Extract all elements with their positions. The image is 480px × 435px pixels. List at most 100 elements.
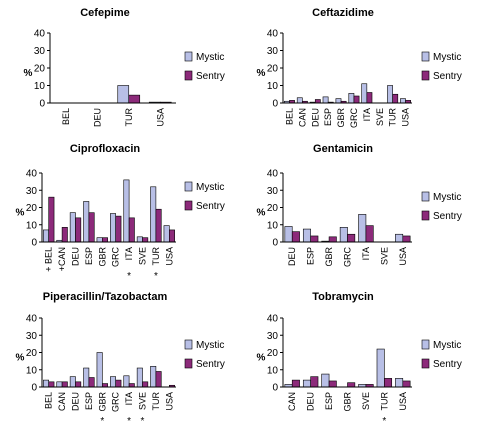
- x-category-label: + BEL: [44, 247, 54, 272]
- chart-panel: Gentamicin 0 10 20 30 40% DEU ESP GBR GRC ITA SVE US…: [257, 143, 462, 267]
- y-tick-label: 0: [272, 99, 278, 110]
- y-tick-label: 30: [34, 46, 46, 57]
- bar-sentry: [115, 379, 122, 388]
- bar-sentry: [366, 92, 373, 104]
- x-category-label: GRC: [111, 247, 121, 268]
- bar-sentry: [328, 236, 337, 243]
- bar-mystic: [163, 225, 170, 243]
- x-category-label: USA: [164, 247, 174, 266]
- bar-mystic: [302, 379, 311, 388]
- bar-mystic: [387, 85, 393, 104]
- bar-sentry: [310, 376, 319, 388]
- x-category-label: BEL: [61, 108, 71, 125]
- chart-panel: Ciprofloxacin 0 10 20 30 40% + BEL +CAN DEU ESP GB…: [16, 143, 225, 282]
- x-category-label: DEU: [287, 247, 297, 266]
- bar-mystic: [376, 348, 385, 388]
- bar-sentry: [61, 381, 68, 388]
- x-category-label: DEU: [71, 247, 81, 266]
- x-category-label: CAN: [57, 392, 67, 411]
- chart-title: Piperacillin/Tazobactam: [43, 291, 168, 303]
- bar-mystic: [335, 98, 342, 104]
- bar-mystic: [117, 85, 130, 104]
- x-category-label: GRC: [343, 247, 353, 268]
- y-axis-unit: %: [257, 208, 266, 219]
- legend-label-sentry: Sentry: [196, 71, 225, 82]
- y-tick-label: 40: [267, 169, 279, 180]
- legend-label-mystic: Mystic: [433, 52, 461, 63]
- x-category-label: SVE: [379, 247, 389, 265]
- legend: Mystic Sentry: [421, 339, 462, 370]
- bar-sentry: [88, 377, 95, 388]
- y-axis-unit: %: [16, 208, 25, 219]
- legend-swatch-mystic: [184, 339, 193, 350]
- y-tick-label: 20: [267, 64, 279, 75]
- x-category-label: ESP: [324, 392, 334, 410]
- legend: Mystic Sentry: [421, 191, 462, 222]
- legend-swatch-mystic: [184, 181, 193, 192]
- legend-swatch-sentry: [421, 358, 430, 369]
- bar-sentry: [155, 371, 162, 388]
- bar-sentry: [169, 229, 175, 243]
- bar-mystic: [358, 214, 367, 243]
- legend-swatch-mystic: [421, 339, 430, 350]
- bar-mystic: [321, 373, 330, 388]
- legend: Mystic Sentry: [184, 51, 225, 82]
- x-category-label: +CAN: [57, 247, 67, 271]
- bar-mystic: [83, 367, 90, 388]
- bar-sentry: [88, 212, 95, 243]
- x-category-label: TUR: [124, 108, 134, 127]
- bar-mystic: [69, 376, 76, 388]
- bar-mystic: [302, 228, 311, 243]
- y-tick-label: 20: [26, 348, 38, 359]
- legend-label-mystic: Mystic: [433, 192, 461, 203]
- y-tick-label: 40: [267, 29, 279, 40]
- bar-mystic: [322, 96, 329, 104]
- legend: Mystic Sentry: [184, 181, 225, 212]
- legend-swatch-sentry: [184, 358, 193, 369]
- y-tick-label: 10: [34, 81, 46, 92]
- bar-sentry: [75, 381, 82, 388]
- x-category-label: GBR: [336, 108, 346, 128]
- y-tick-label: 40: [26, 169, 38, 180]
- x-category-label: SVE: [138, 247, 148, 265]
- bar-mystic: [136, 367, 143, 388]
- bar-mystic: [96, 237, 103, 243]
- y-tick-label: 0: [31, 238, 37, 249]
- x-category-label: USA: [155, 108, 165, 127]
- y-tick-label: 30: [267, 331, 279, 342]
- bar-sentry: [128, 383, 135, 388]
- bar-sentry: [310, 235, 319, 243]
- chart-title: Ceftazidime: [312, 7, 374, 19]
- bar-mystic: [136, 236, 143, 243]
- bar-mystic: [110, 376, 116, 388]
- chart-panel: Piperacillin/Tazobactam 0 10 20 30 40% BEL CAN D…: [16, 291, 225, 427]
- y-axis-unit: %: [16, 353, 25, 364]
- bar-sentry: [155, 208, 162, 243]
- bar-mystic: [123, 375, 130, 388]
- x-category-label: ITA: [124, 392, 134, 405]
- bar-mystic: [348, 93, 355, 104]
- legend-label-sentry: Sentry: [433, 359, 462, 370]
- bar-mystic: [123, 179, 130, 243]
- bar-sentry: [291, 379, 300, 388]
- bar-sentry: [102, 237, 108, 243]
- y-tick-label: 30: [267, 186, 279, 197]
- x-category-label: USA: [164, 392, 174, 411]
- x-category-label: DEU: [310, 108, 320, 127]
- chart-title: Cefepime: [80, 7, 130, 19]
- legend: Mystic Sentry: [184, 339, 225, 370]
- significance-marker: *: [127, 271, 131, 282]
- x-category-label: ITA: [124, 247, 134, 260]
- legend: Mystic Sentry: [421, 51, 462, 82]
- x-category-label: GBR: [343, 392, 353, 412]
- bar-mystic: [150, 186, 157, 243]
- bar-mystic: [296, 97, 303, 104]
- bar-sentry: [48, 381, 55, 388]
- x-category-label: USA: [401, 108, 411, 127]
- y-tick-label: 30: [26, 186, 38, 197]
- y-tick-label: 20: [26, 203, 38, 214]
- y-axis-unit: %: [24, 68, 33, 79]
- legend-label-sentry: Sentry: [196, 359, 225, 370]
- legend-label-sentry: Sentry: [196, 201, 225, 212]
